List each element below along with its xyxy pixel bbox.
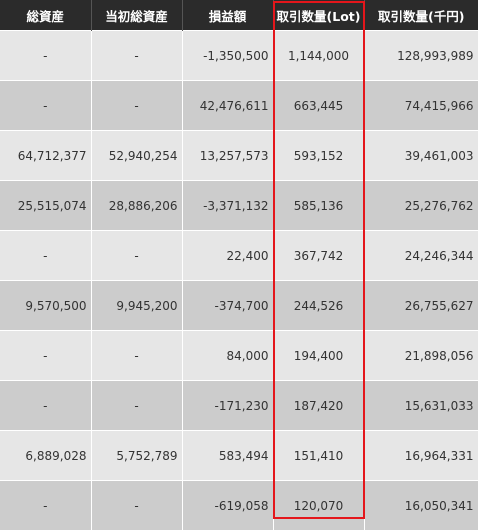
initial-assets-cell: 28,886,206: [91, 181, 182, 231]
total-assets-cell: 25,515,074: [0, 181, 91, 231]
profit-loss-cell: 22,400: [182, 231, 273, 281]
initial-assets-cell: -: [91, 31, 182, 81]
header-profit-loss: 損益額: [182, 0, 273, 31]
profit-loss-cell: -374,700: [182, 281, 273, 331]
volume-yen-cell: 25,276,762: [364, 181, 478, 231]
volume-yen-cell: 16,050,341: [364, 481, 478, 530]
volume-lot-cell: 151,410: [273, 431, 364, 481]
volume-lot-cell: 187,420: [273, 381, 364, 431]
volume-yen-cell: 15,631,033: [364, 381, 478, 431]
profit-loss-cell: 13,257,573: [182, 131, 273, 181]
header-volume-lot: 取引数量(Lot): [273, 0, 364, 31]
volume-lot-cell: 120,070: [273, 481, 364, 530]
header-initial-assets: 当初総資産: [91, 0, 182, 31]
initial-assets-cell: -: [91, 331, 182, 381]
volume-yen-cell: 24,246,344: [364, 231, 478, 281]
profit-loss-cell: 84,000: [182, 331, 273, 381]
volume-yen-cell: 74,415,966: [364, 81, 478, 131]
profit-loss-cell: -3,371,132: [182, 181, 273, 231]
profit-loss-cell: -171,230: [182, 381, 273, 431]
volume-lot-cell: 194,400: [273, 331, 364, 381]
volume-lot-cell: 663,445: [273, 81, 364, 131]
initial-assets-cell: -: [91, 231, 182, 281]
profit-loss-cell: -619,058: [182, 481, 273, 530]
volume-yen-cell: 39,461,003: [364, 131, 478, 181]
total-assets-cell: 64,712,377: [0, 131, 91, 181]
profit-loss-cell: 42,476,611: [182, 81, 273, 131]
profit-loss-cell: -1,350,500: [182, 31, 273, 81]
volume-lot-cell: 593,152: [273, 131, 364, 181]
initial-assets-cell: 52,940,254: [91, 131, 182, 181]
total-assets-cell: -: [0, 481, 91, 530]
volume-lot-cell: 367,742: [273, 231, 364, 281]
total-assets-cell: -: [0, 331, 91, 381]
volume-yen-cell: 26,755,627: [364, 281, 478, 331]
initial-assets-cell: 9,945,200: [91, 281, 182, 331]
total-assets-cell: 9,570,500: [0, 281, 91, 331]
total-assets-cell: -: [0, 231, 91, 281]
total-assets-cell: -: [0, 81, 91, 131]
total-assets-cell: -: [0, 31, 91, 81]
initial-assets-cell: -: [91, 81, 182, 131]
header-volume-yen: 取引数量(千円): [364, 0, 478, 31]
initial-assets-cell: -: [91, 381, 182, 431]
volume-yen-cell: 16,964,331: [364, 431, 478, 481]
volume-lot-cell: 1,144,000: [273, 31, 364, 81]
total-assets-cell: 6,889,028: [0, 431, 91, 481]
volume-lot-cell: 244,526: [273, 281, 364, 331]
initial-assets-cell: 5,752,789: [91, 431, 182, 481]
volume-lot-cell: 585,136: [273, 181, 364, 231]
initial-assets-cell: -: [91, 481, 182, 530]
volume-yen-cell: 21,898,056: [364, 331, 478, 381]
header-total-assets: 総資産: [0, 0, 91, 31]
total-assets-cell: -: [0, 381, 91, 431]
header-row: 総資産 当初総資産 損益額 取引数量(Lot) 取引数量(千円): [0, 0, 478, 31]
volume-yen-cell: 128,993,989: [364, 31, 478, 81]
profit-loss-cell: 583,494: [182, 431, 273, 481]
